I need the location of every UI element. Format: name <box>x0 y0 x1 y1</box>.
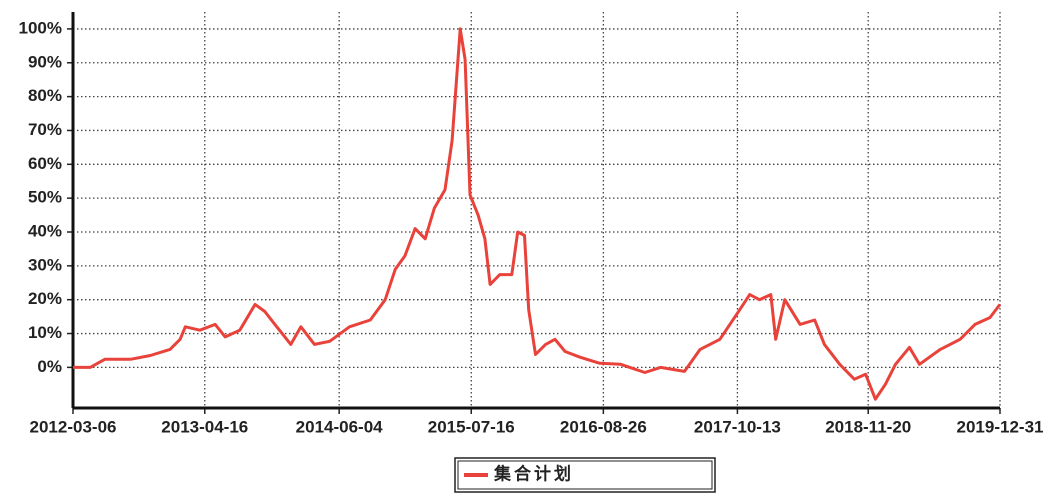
y-tick-label: 10% <box>28 323 62 342</box>
x-tick-label: 2019-12-31 <box>957 417 1044 436</box>
x-tick-label: 2014-06-04 <box>296 417 384 436</box>
x-tick-label: 2018-11-20 <box>825 417 911 436</box>
y-tick-label: 90% <box>28 52 62 71</box>
y-tick-label: 70% <box>28 120 62 139</box>
x-tick-label: 2015-07-16 <box>428 417 515 436</box>
x-tick-label: 2017-10-13 <box>694 417 781 436</box>
x-tick-label: 2016-08-26 <box>560 417 647 436</box>
y-tick-label: 100% <box>19 18 62 37</box>
y-tick-label: 40% <box>28 221 62 240</box>
legend-inner-box <box>457 460 713 490</box>
line <box>73 27 1002 401</box>
y-tick-label: 50% <box>28 188 62 207</box>
legend-box <box>454 457 716 493</box>
y-tick-label: 80% <box>28 86 62 105</box>
y-tick-label: 0% <box>37 357 62 376</box>
legend-label: 集合计划 <box>493 463 574 483</box>
y-tick-label: 20% <box>28 289 62 308</box>
y-tick-label: 30% <box>28 255 62 274</box>
x-tick-label: 2012-03-06 <box>30 417 117 436</box>
y-tick-label: 60% <box>28 154 62 173</box>
x-tick-label: 2013-04-16 <box>161 417 248 436</box>
